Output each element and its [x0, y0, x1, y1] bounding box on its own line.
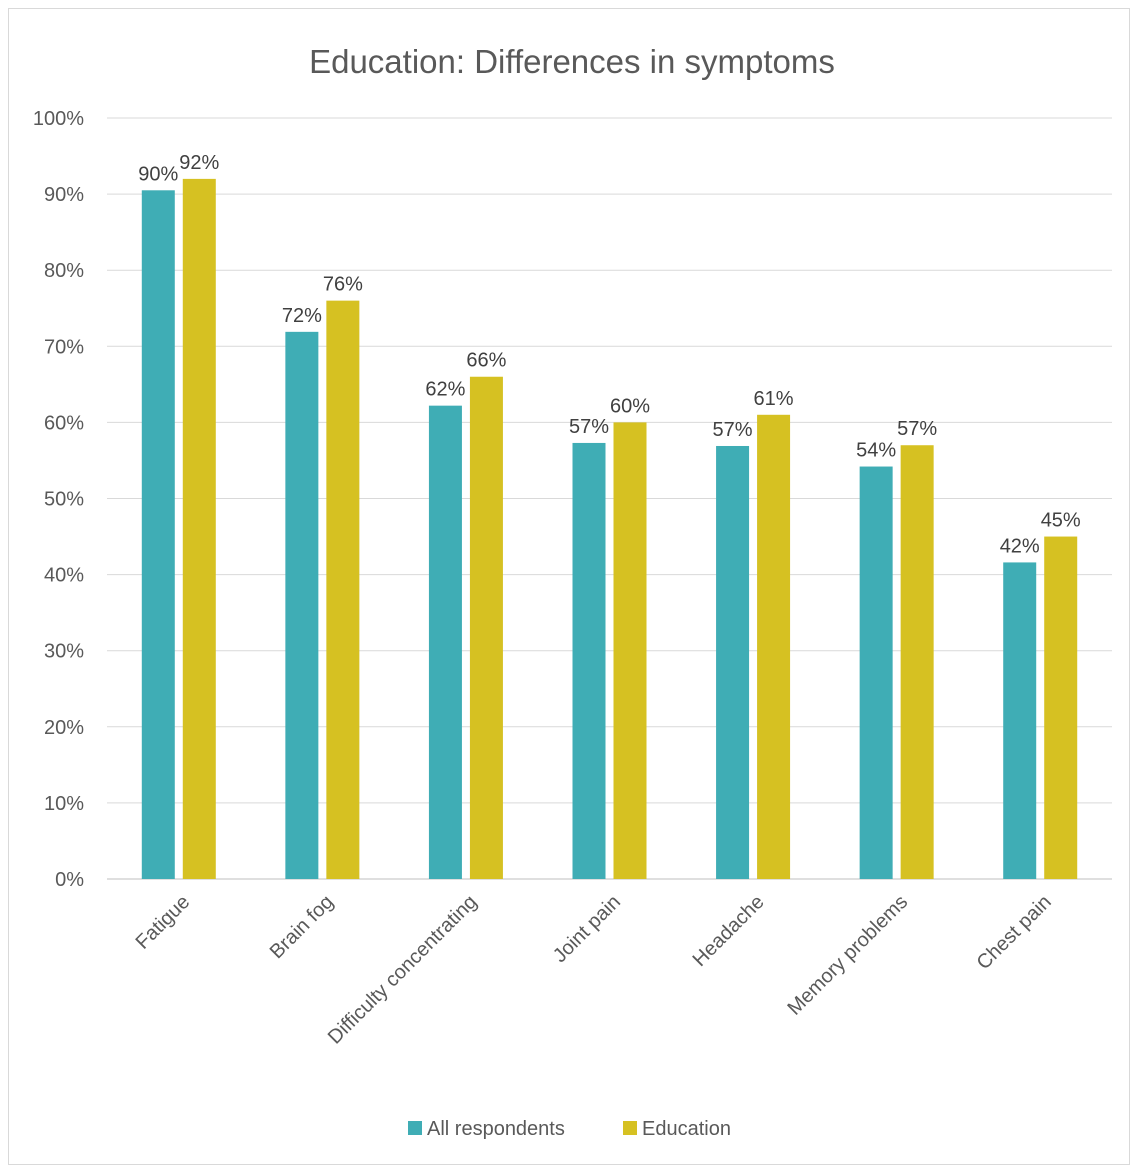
- legend-label: Education: [642, 1118, 731, 1140]
- x-tick-label: Chest pain: [973, 891, 1056, 974]
- bar-education: [613, 422, 647, 879]
- y-tick-label: 90%: [44, 184, 84, 206]
- data-label: 72%: [282, 305, 322, 327]
- x-tick-label: Joint pain: [549, 891, 625, 967]
- bar-all-respondents: [1003, 562, 1037, 879]
- y-tick-label: 20%: [44, 717, 84, 739]
- y-tick-label: 80%: [44, 260, 84, 282]
- data-label: 62%: [425, 379, 465, 401]
- y-tick-label: 50%: [44, 489, 84, 511]
- data-label: 90%: [138, 163, 178, 185]
- bar-all-respondents: [285, 331, 319, 879]
- y-axis: 0% 10% 20% 30% 40% 50% 60% 70% 80% 90% 100%: [33, 108, 84, 891]
- y-tick-label: 30%: [44, 641, 84, 663]
- legend-swatch: [408, 1121, 422, 1135]
- bar-education: [326, 300, 360, 879]
- bar-education: [757, 414, 791, 879]
- x-tick-label: Memory problems: [783, 891, 912, 1020]
- y-tick-label: 0%: [55, 869, 84, 891]
- legend-label: All respondents: [427, 1118, 565, 1140]
- y-tick-label: 100%: [33, 108, 84, 130]
- data-label: 57%: [569, 416, 609, 438]
- data-label: 61%: [754, 388, 794, 410]
- data-label: 57%: [713, 419, 753, 441]
- bar-all-respondents: [428, 405, 462, 879]
- data-labels: 90%92%72%76%62%66%57%60%57%61%54%57%42%4…: [138, 152, 1081, 558]
- legend: All respondents Education: [408, 1118, 731, 1140]
- bar-education: [900, 445, 934, 879]
- data-label: 76%: [323, 274, 363, 296]
- x-tick-label: Fatigue: [132, 891, 195, 954]
- bar-education: [1044, 536, 1078, 879]
- y-tick-label: 70%: [44, 336, 84, 358]
- chart-title: Education: Differences in symptoms: [309, 43, 835, 80]
- data-label: 60%: [610, 395, 650, 417]
- data-label: 54%: [856, 440, 896, 462]
- bar-education: [469, 376, 503, 879]
- data-label: 42%: [1000, 535, 1040, 557]
- bar-all-respondents: [716, 445, 750, 879]
- y-tick-label: 10%: [44, 793, 84, 815]
- bar-all-respondents: [141, 190, 175, 880]
- data-label: 66%: [466, 350, 506, 372]
- x-tick-label: Headache: [689, 891, 769, 971]
- x-tick-label: Brain fog: [266, 891, 338, 963]
- y-tick-label: 40%: [44, 565, 84, 587]
- data-label: 92%: [179, 152, 219, 174]
- y-tick-label: 60%: [44, 412, 84, 434]
- gridlines: [107, 117, 1112, 880]
- x-tick-label: Difficulty concentrating: [324, 891, 482, 1049]
- bars: [141, 178, 1078, 880]
- bar-all-respondents: [572, 442, 606, 879]
- bar-education: [182, 178, 216, 879]
- data-label: 45%: [1041, 510, 1081, 532]
- data-label: 57%: [897, 418, 937, 440]
- bar-all-respondents: [859, 466, 893, 879]
- legend-swatch: [623, 1121, 637, 1135]
